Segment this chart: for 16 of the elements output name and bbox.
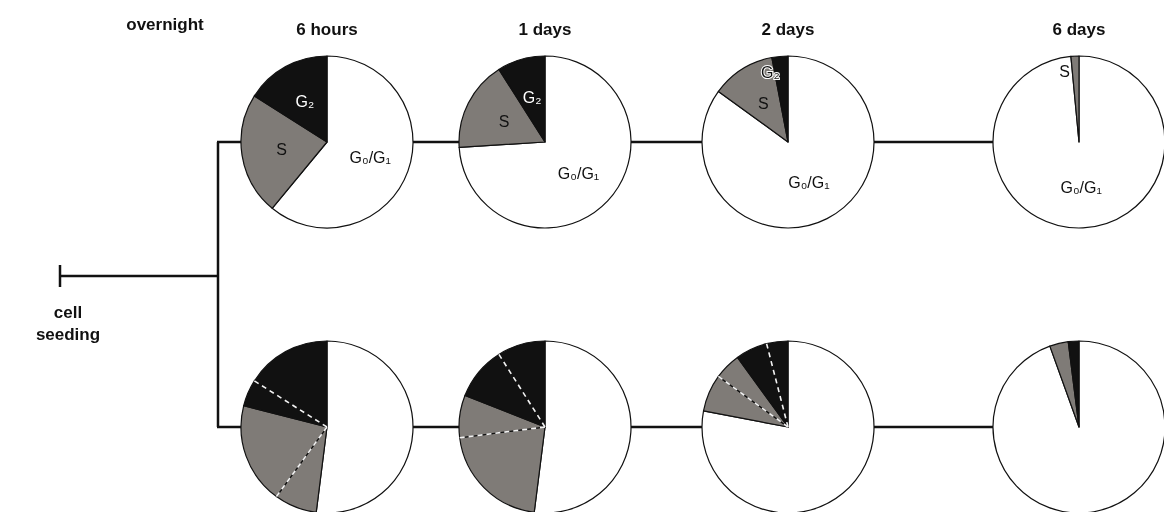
slice-label: G₂	[522, 89, 542, 107]
slice-label: G₀/G₁	[349, 149, 391, 167]
chart-title: 6 days	[1052, 20, 1106, 39]
slice-label: G₀/G₁	[557, 164, 600, 182]
slice-label: S	[276, 140, 287, 158]
slice-label: G₂	[295, 93, 315, 111]
chart-title: 2 days	[761, 20, 815, 39]
chart-title: 1 days	[518, 20, 572, 39]
chart-title: 6 hours	[296, 20, 358, 39]
slice-label: S	[498, 112, 510, 130]
slice-label: S	[758, 94, 769, 112]
text: cell seeding	[34, 302, 102, 346]
text: overnight	[125, 14, 205, 36]
slice-label: S	[1059, 63, 1071, 81]
slice-label: G₀/G₁	[1060, 179, 1102, 197]
slice-label: G₀/G₁	[788, 174, 830, 192]
